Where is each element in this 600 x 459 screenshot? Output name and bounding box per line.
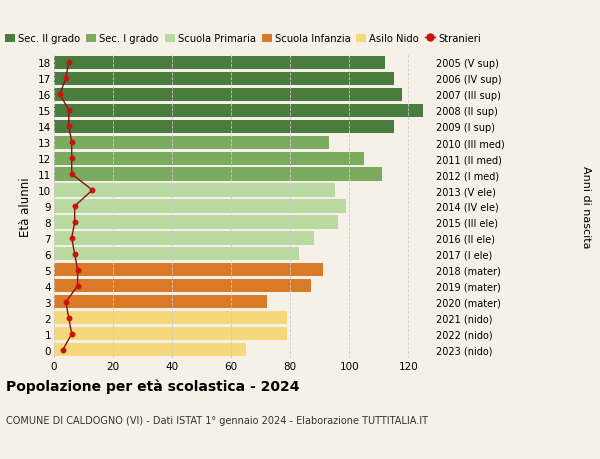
- Bar: [54, 168, 382, 181]
- Point: [64, 314, 74, 322]
- Bar: [54, 184, 335, 197]
- Bar: [54, 232, 314, 245]
- Point: [67, 330, 77, 338]
- Bar: [54, 120, 394, 134]
- Point: [67, 155, 77, 162]
- Bar: [54, 152, 364, 165]
- Point: [55, 91, 65, 99]
- Bar: [54, 248, 299, 261]
- Point: [88, 187, 97, 194]
- Bar: [54, 216, 337, 229]
- Point: [73, 267, 82, 274]
- Point: [67, 235, 77, 242]
- Point: [64, 123, 74, 130]
- Point: [64, 59, 74, 67]
- Bar: [54, 264, 323, 277]
- Bar: [54, 104, 423, 118]
- Bar: [54, 56, 385, 70]
- Point: [70, 251, 79, 258]
- Point: [61, 75, 71, 83]
- Point: [58, 347, 68, 354]
- Y-axis label: Età alunni: Età alunni: [19, 177, 32, 236]
- Point: [70, 219, 79, 226]
- Point: [73, 283, 82, 290]
- Point: [67, 139, 77, 146]
- Point: [70, 203, 79, 210]
- Bar: [54, 296, 266, 309]
- Bar: [54, 89, 403, 101]
- Legend: Sec. II grado, Sec. I grado, Scuola Primaria, Scuola Infanzia, Asilo Nido, Stran: Sec. II grado, Sec. I grado, Scuola Prim…: [5, 34, 481, 44]
- Point: [64, 107, 74, 115]
- Text: Popolazione per età scolastica - 2024: Popolazione per età scolastica - 2024: [6, 379, 299, 393]
- Point: [67, 171, 77, 179]
- Bar: [54, 312, 287, 325]
- Bar: [54, 328, 287, 341]
- Bar: [54, 200, 346, 213]
- Point: [61, 298, 71, 306]
- Y-axis label: Anni di nascita: Anni di nascita: [581, 165, 592, 248]
- Bar: [54, 343, 246, 357]
- Bar: [54, 280, 311, 293]
- Text: COMUNE DI CALDOGNO (VI) - Dati ISTAT 1° gennaio 2024 - Elaborazione TUTTITALIA.I: COMUNE DI CALDOGNO (VI) - Dati ISTAT 1° …: [6, 415, 428, 425]
- Bar: [54, 136, 329, 149]
- Bar: [54, 73, 394, 85]
